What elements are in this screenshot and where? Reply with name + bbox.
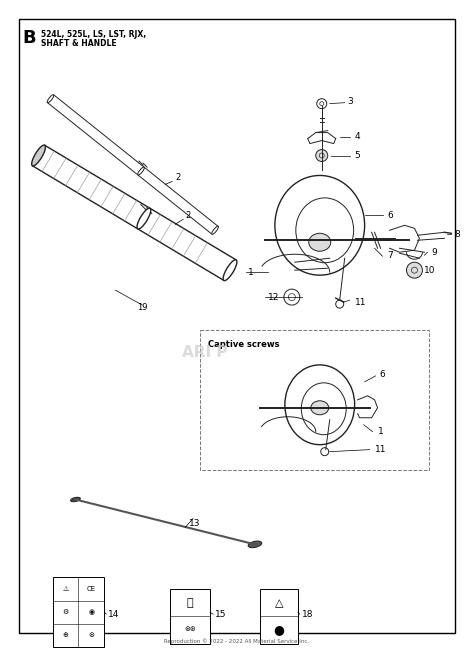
Text: 1: 1 (248, 268, 254, 277)
Circle shape (284, 289, 300, 305)
Ellipse shape (71, 497, 81, 502)
Text: 3: 3 (347, 97, 354, 106)
Text: Captive screws: Captive screws (208, 340, 280, 349)
Text: ⊛⊛: ⊛⊛ (184, 626, 196, 632)
Ellipse shape (47, 95, 54, 103)
Ellipse shape (311, 401, 329, 415)
Text: ARI P: ARI P (182, 345, 228, 360)
Text: 10: 10 (424, 266, 436, 275)
Circle shape (336, 300, 344, 308)
Text: ◉: ◉ (88, 609, 94, 615)
Text: 5: 5 (355, 151, 360, 160)
Text: ⚙: ⚙ (63, 609, 69, 615)
Ellipse shape (248, 541, 262, 548)
Ellipse shape (137, 208, 151, 229)
Text: 12: 12 (268, 293, 279, 301)
Text: ●: ● (273, 623, 284, 635)
Text: ⊛: ⊛ (89, 632, 94, 638)
Text: 1: 1 (378, 427, 383, 436)
Ellipse shape (223, 260, 237, 281)
Circle shape (407, 262, 422, 278)
Text: ⊕: ⊕ (63, 632, 68, 638)
Text: 6: 6 (380, 371, 385, 379)
Text: 15: 15 (215, 610, 227, 619)
Text: Reproduction © 2022 - 2022 All Material Service Inc.: Reproduction © 2022 - 2022 All Material … (164, 638, 310, 644)
Text: 2: 2 (175, 173, 181, 183)
Text: CE: CE (87, 586, 96, 592)
Text: 9: 9 (431, 248, 437, 257)
Circle shape (317, 99, 327, 109)
Text: 🪝: 🪝 (187, 598, 193, 608)
Bar (260, 589, 298, 644)
Text: ⚠: ⚠ (63, 586, 69, 592)
Text: 8: 8 (455, 230, 460, 239)
Text: 11: 11 (355, 297, 366, 307)
Text: 14: 14 (109, 610, 120, 619)
Text: 524L, 525L, LS, LST, RJX,: 524L, 525L, LS, LST, RJX, (41, 30, 146, 39)
Text: B: B (23, 29, 36, 47)
Text: 4: 4 (355, 132, 360, 141)
Text: 13: 13 (190, 519, 201, 529)
Text: 7: 7 (388, 251, 393, 260)
Text: 19: 19 (137, 303, 147, 312)
Ellipse shape (309, 233, 331, 251)
Text: SHAFT & HANDLE: SHAFT & HANDLE (41, 39, 116, 48)
Bar (200, 330, 429, 469)
Text: 6: 6 (388, 211, 393, 220)
Text: 2: 2 (185, 211, 191, 220)
Text: 18: 18 (302, 610, 313, 619)
Circle shape (321, 448, 329, 456)
Bar (53, 577, 104, 647)
Ellipse shape (138, 167, 145, 175)
Bar (170, 589, 210, 644)
Circle shape (316, 149, 328, 161)
Text: 11: 11 (374, 445, 386, 454)
Ellipse shape (32, 145, 46, 166)
Text: △: △ (274, 598, 283, 608)
Ellipse shape (212, 226, 219, 234)
